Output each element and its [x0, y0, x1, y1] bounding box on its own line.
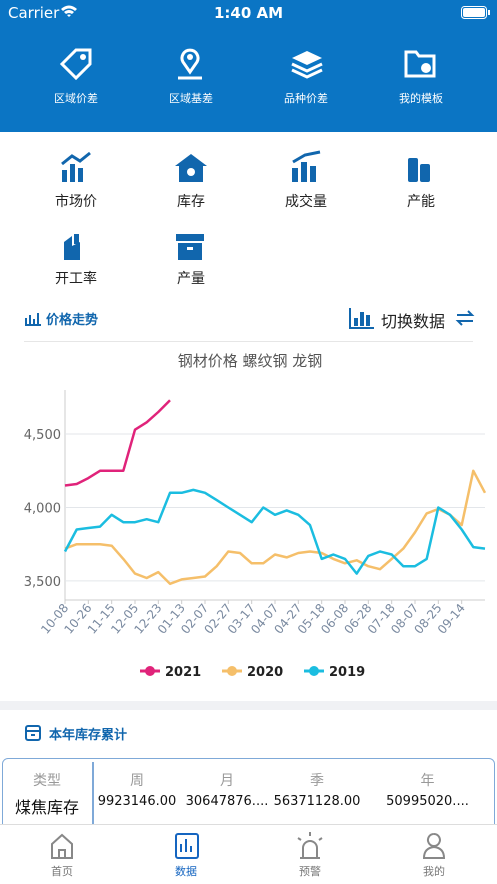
table-header: 类型 [33, 773, 61, 789]
trend-icon [25, 313, 41, 326]
y-tick-label: 4,000 [24, 501, 61, 516]
table-cell: 煤焦库存 [14, 798, 79, 817]
legend-dot [309, 666, 319, 676]
nav-label[interactable]: 区域价差 [54, 92, 98, 105]
menu-label[interactable]: 库存 [177, 194, 205, 210]
data-icon[interactable] [175, 833, 199, 859]
box-icon [25, 725, 41, 741]
battery-icon [461, 6, 490, 19]
home-icon[interactable] [51, 833, 73, 859]
wifi-icon [61, 5, 77, 17]
legend-dot [145, 666, 155, 676]
table-header: 年 [420, 773, 435, 789]
location-icon[interactable] [174, 48, 206, 80]
menu-label[interactable]: 开工率 [55, 271, 97, 287]
menu-label[interactable]: 产能 [407, 194, 435, 210]
swap-icon[interactable] [455, 310, 475, 326]
menu-label[interactable]: 产量 [177, 271, 205, 287]
market-icon[interactable] [61, 151, 91, 182]
tab-label[interactable]: 数据 [175, 865, 197, 878]
tab-label[interactable]: 我的 [423, 865, 445, 878]
stock-icon[interactable] [175, 154, 207, 182]
menu-label[interactable]: 成交量 [285, 194, 327, 210]
nav-label[interactable]: 品种价差 [284, 92, 328, 105]
clock: 1:40 AM [213, 4, 284, 22]
card-title: 本年库存累计 [49, 728, 128, 743]
y-tick-label: 3,500 [24, 575, 61, 590]
capacity-icon[interactable] [408, 158, 430, 182]
menu-icons [61, 150, 430, 260]
nav-label[interactable]: 我的模板 [399, 92, 443, 105]
output-icon[interactable] [176, 234, 204, 260]
tab-icons [51, 832, 446, 859]
column-divider [92, 762, 94, 832]
tab-label[interactable]: 首页 [51, 865, 73, 878]
legend-dot [227, 666, 237, 676]
section-title: 价格走势 [46, 313, 99, 328]
line-chart: 钢材价格 螺纹钢 龙钢 3,5004,0004,50010-0810-2611-… [24, 352, 487, 680]
table-header: 季 [310, 773, 324, 789]
table-header: 月 [220, 773, 234, 789]
divider [24, 341, 473, 342]
table-cell: 30647876.... [185, 794, 269, 809]
chart-title: 钢材价格 螺纹钢 龙钢 [178, 352, 323, 370]
nav-label[interactable]: 区域基差 [169, 92, 213, 105]
tag-icon[interactable] [58, 48, 94, 80]
tab-bar [0, 824, 497, 884]
tab-label[interactable]: 预警 [299, 865, 321, 878]
gap [0, 701, 497, 710]
legend-label: 2021 [165, 665, 201, 680]
table-cell: 50995020.... [386, 794, 469, 809]
volume-icon[interactable] [292, 150, 321, 182]
menu-label[interactable]: 市场价 [55, 194, 97, 210]
series-line [64, 469, 487, 586]
operating-icon[interactable] [64, 234, 80, 260]
series-line [63, 488, 486, 575]
switch-data[interactable]: 切换数据 [381, 312, 446, 331]
header: Carrier 1:40 AM 区域价差 区域基差 品种价差 我的模板 [0, 0, 497, 132]
table-header: 周 [130, 773, 144, 789]
folder-icon[interactable] [404, 48, 438, 80]
legend-label: 2020 [247, 665, 283, 680]
table-cell: 9923146.00 [97, 794, 177, 809]
legend-label: 2019 [329, 665, 365, 680]
table-cell: 56371128.00 [273, 794, 361, 809]
layers-icon[interactable] [290, 48, 324, 80]
alert-icon[interactable] [297, 832, 323, 859]
series-line [64, 399, 171, 487]
profile-icon[interactable] [422, 833, 446, 859]
carrier: Carrier [8, 4, 60, 22]
y-tick-label: 4,500 [24, 428, 61, 443]
bars-icon[interactable] [348, 306, 376, 330]
